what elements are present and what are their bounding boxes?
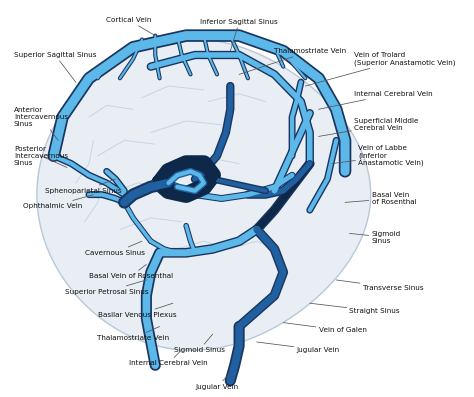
Text: Superficial Middle
Cerebral Vein: Superficial Middle Cerebral Vein — [319, 118, 419, 137]
Text: Straight Sinus: Straight Sinus — [310, 303, 400, 314]
Text: Basal Vein
of Rosenthal: Basal Vein of Rosenthal — [345, 192, 416, 205]
Text: Internal Cerebral Vein: Internal Cerebral Vein — [319, 91, 433, 109]
Text: Superior Petrosal Sinus: Superior Petrosal Sinus — [65, 280, 148, 295]
Text: Jugular Vein: Jugular Vein — [195, 373, 238, 389]
Text: Vein of Galen: Vein of Galen — [283, 323, 366, 333]
Text: Transverse Sinus: Transverse Sinus — [336, 280, 423, 291]
Text: Internal Cerebral Vein: Internal Cerebral Vein — [129, 350, 208, 366]
Text: Posterior
Intercavernous
Sinus: Posterior Intercavernous Sinus — [14, 146, 68, 168]
Text: Basilar Venous Plexus: Basilar Venous Plexus — [98, 303, 177, 318]
Text: Sigmoid Sinus: Sigmoid Sinus — [174, 334, 225, 353]
Text: Basal Vein of Rosenthal: Basal Vein of Rosenthal — [89, 264, 173, 279]
Text: Sigmoid
Sinus: Sigmoid Sinus — [349, 231, 401, 244]
Text: Jugular Vein: Jugular Vein — [257, 342, 340, 353]
Text: Thalamostriate Vein: Thalamostriate Vein — [97, 326, 169, 341]
Text: Anterior
Intercavernous
Sinus: Anterior Intercavernous Sinus — [14, 107, 68, 140]
Text: Thalamostriate Vein: Thalamostriate Vein — [239, 48, 346, 74]
Polygon shape — [37, 39, 371, 350]
Text: Ophthalmic Vein: Ophthalmic Vein — [23, 195, 93, 209]
Text: Vein of Trolard
(Superior Anastamotic Vein): Vein of Trolard (Superior Anastamotic Ve… — [305, 52, 456, 86]
Text: Sphenoparietal Sinus: Sphenoparietal Sinus — [45, 179, 121, 194]
Text: Vein of Labbe
(Inferior
Anastamotic Vein): Vein of Labbe (Inferior Anastamotic Vein… — [332, 145, 424, 166]
Text: Cavernous Sinus: Cavernous Sinus — [84, 241, 145, 256]
Text: Cortical Vein: Cortical Vein — [106, 17, 155, 36]
Text: Superior Sagittal Sinus: Superior Sagittal Sinus — [14, 52, 96, 82]
Text: Inferior Sagittal Sinus: Inferior Sagittal Sinus — [200, 19, 278, 51]
